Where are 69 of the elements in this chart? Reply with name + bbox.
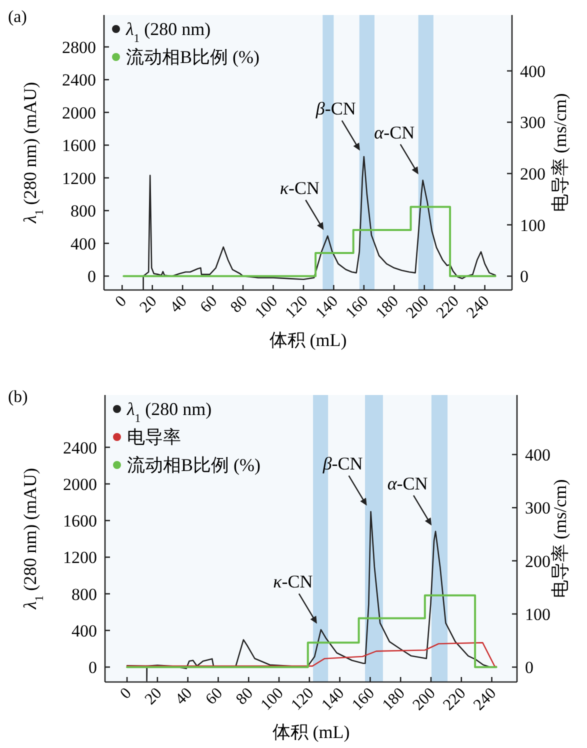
x-tick-label: 100 <box>258 684 287 714</box>
legend-label: λ$_{1}$ (280 nm) <box>126 399 212 424</box>
y-tick-label: 1600 <box>62 136 96 156</box>
x-tick-label: 0 <box>112 292 130 310</box>
y-tick-label: 1600 <box>63 512 97 531</box>
x-tick-label: 160 <box>349 684 378 714</box>
x-tick-label: 80 <box>233 684 256 708</box>
x-tick-label: 120 <box>282 292 312 322</box>
y2-tick-label: 0 <box>525 658 534 678</box>
x-axis-title: 体积 (mL) <box>269 330 347 350</box>
y2-tick-label: 400 <box>525 446 550 465</box>
x-tick-label: 20 <box>136 292 160 316</box>
x-tick-label: 180 <box>372 292 402 322</box>
y-tick-label: 2400 <box>63 438 97 458</box>
y-tick-label: 2400 <box>62 70 96 90</box>
x-tick-label: 180 <box>379 684 408 714</box>
y-tick-label: 1200 <box>63 548 97 568</box>
x-tick-label: 40 <box>167 292 190 316</box>
annotation: α-CN <box>374 122 415 142</box>
x-tick-label: 40 <box>172 684 196 708</box>
y2-axis-title: 电导率 (ms/cm) <box>550 479 570 598</box>
y-tick-label: 2000 <box>62 103 96 122</box>
x-tick-label: 200 <box>403 292 432 322</box>
y2-tick-label: 300 <box>525 498 550 518</box>
y-tick-label: 400 <box>70 234 96 254</box>
x-tick-label: 160 <box>342 292 372 322</box>
y-tick-label: 2000 <box>63 474 97 494</box>
x-tick-label: 80 <box>228 292 251 316</box>
x-tick-label: 100 <box>252 292 282 322</box>
x-tick-label: 200 <box>410 684 439 714</box>
x-tick-label: 140 <box>312 292 342 322</box>
annotation: α-CN <box>387 473 428 494</box>
x-tick-label: 0 <box>117 684 135 702</box>
chart-title: (b) <box>8 387 28 406</box>
y-tick-label: 0 <box>88 658 97 678</box>
x-tick-label: 140 <box>318 684 348 714</box>
annotation: κ-CN <box>280 178 320 198</box>
y-tick-label: 0 <box>88 267 96 286</box>
y2-tick-label: 400 <box>520 62 546 81</box>
line-series <box>126 642 497 668</box>
x-tick-label: 60 <box>202 684 226 708</box>
annotation: β-CN <box>322 454 363 474</box>
y2-tick-label: 300 <box>520 113 546 132</box>
legend-label: 流动相B比例 (%) <box>126 47 260 67</box>
x-axis-title: 体积 (mL) <box>272 722 350 742</box>
y2-tick-label: 0 <box>520 267 528 286</box>
x-tick-label: 220 <box>433 292 462 322</box>
y-tick-label: 2800 <box>62 38 96 57</box>
annotation: β-CN <box>314 98 356 119</box>
y2-tick-label: 200 <box>520 164 546 184</box>
y2-tick-label: 200 <box>525 552 550 571</box>
legend-label: 流动相B比例 (%) <box>127 455 260 475</box>
y-tick-label: 1200 <box>62 168 96 188</box>
y-tick-label: 800 <box>70 202 96 221</box>
legend-label: λ$_{1}$ (280 nm) <box>125 19 211 44</box>
x-tick-label: 240 <box>464 292 493 322</box>
x-tick-label: 60 <box>197 292 221 316</box>
x-tick-label: 120 <box>288 684 318 714</box>
y-tick-label: 800 <box>72 584 97 604</box>
y2-tick-label: 100 <box>520 216 546 235</box>
x-tick-label: 240 <box>470 684 500 714</box>
chart-title: (a) <box>8 7 27 26</box>
x-tick-label: 20 <box>142 684 166 708</box>
legend-label: 电导率 <box>127 427 181 447</box>
annotation: κ-CN <box>273 572 313 592</box>
y-tick-label: 400 <box>72 621 97 640</box>
y2-axis-title: 电导率 (ms/cm) <box>550 93 570 212</box>
y2-tick-label: 100 <box>525 604 550 624</box>
x-tick-label: 220 <box>440 684 470 714</box>
